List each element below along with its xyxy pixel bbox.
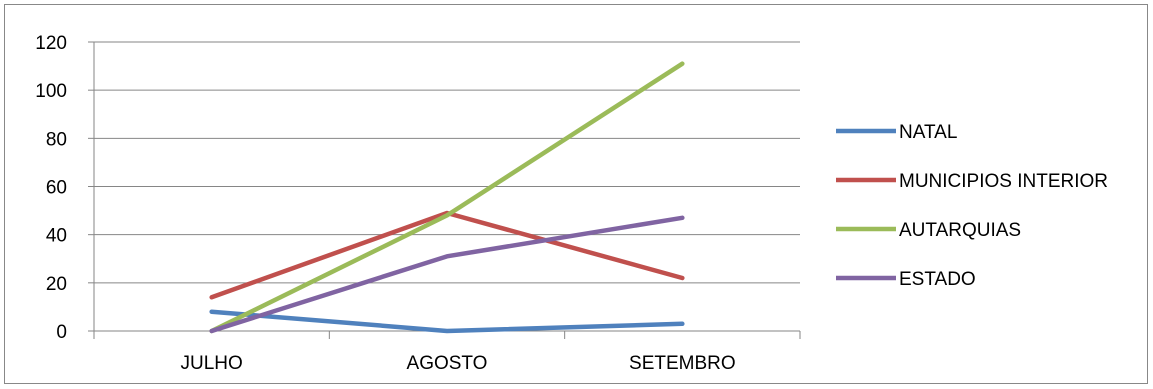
y-tick-label: 100	[35, 81, 67, 102]
legend-label: AUTARQUIAS	[899, 220, 1021, 241]
series-line-autarquias	[209, 61, 685, 334]
legend-item: MUNICIPIOS INTERIOR	[836, 171, 1108, 192]
y-tick-label: 80	[46, 129, 67, 150]
legend-label: NATAL	[899, 122, 957, 143]
axes	[88, 41, 801, 339]
series-line-natal	[209, 309, 685, 334]
x-axis-ticks: JULHO AGOSTO SETEMBRO	[181, 353, 736, 374]
legend-label: MUNICIPIOS INTERIOR	[899, 171, 1108, 192]
x-tick-label: SETEMBRO	[629, 353, 736, 374]
grid-lines	[94, 41, 800, 284]
x-tick-label: JULHO	[181, 353, 243, 374]
legend-item: NATAL	[836, 122, 957, 143]
series-lines	[209, 61, 685, 334]
chart-frame	[4, 4, 1148, 384]
legend-item: ESTADO	[836, 269, 976, 290]
y-axis-ticks: 0 20 40 60 80 100 120	[35, 33, 67, 343]
y-tick-label: 120	[35, 33, 67, 54]
legend-label: ESTADO	[899, 269, 976, 290]
legend-item: AUTARQUIAS	[836, 220, 1021, 241]
y-tick-label: 0	[56, 322, 67, 343]
y-tick-label: 60	[46, 178, 67, 199]
legend: NATAL MUNICIPIOS INTERIOR AUTARQUIAS ESTADO	[836, 122, 1108, 290]
x-tick-label: AGOSTO	[407, 353, 488, 374]
y-tick-label: 40	[46, 226, 67, 247]
series-line-estado	[209, 215, 685, 334]
y-tick-label: 20	[46, 274, 67, 295]
